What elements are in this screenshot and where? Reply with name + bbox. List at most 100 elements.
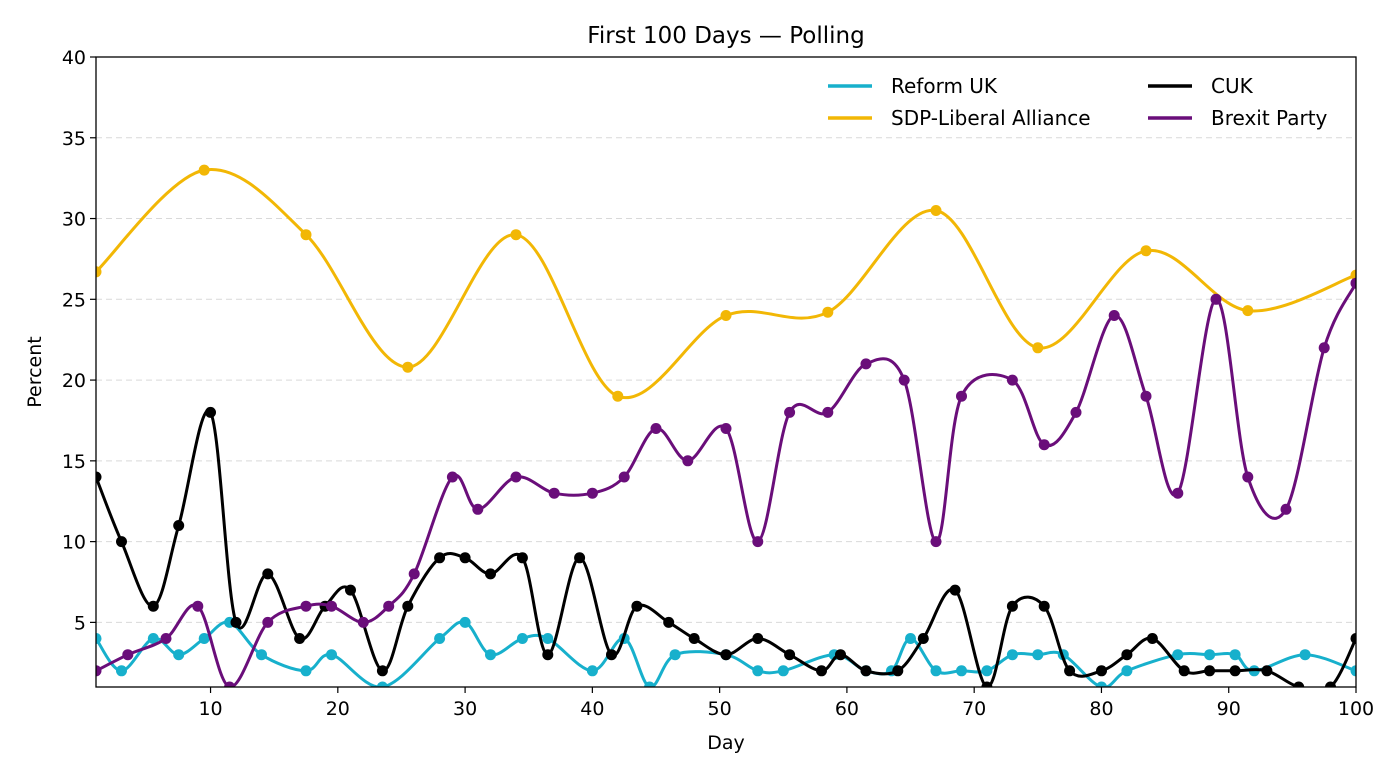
x-tick-label-30: 30 xyxy=(453,698,477,720)
data-point-reform-uk-38 xyxy=(1299,649,1311,661)
grid-lines xyxy=(96,137,1356,623)
data-point-cuk-4 xyxy=(205,406,216,418)
data-point-brexit-party-5 xyxy=(262,616,274,628)
data-point-reform-uk-15 xyxy=(586,665,598,677)
data-point-sdp-liberal-alliance-8 xyxy=(930,205,942,216)
data-point-reform-uk-6 xyxy=(256,649,267,661)
data-point-cuk-14 xyxy=(485,568,496,580)
data-point-sdp-liberal-alliance-2 xyxy=(300,229,312,241)
data-point-cuk-29 xyxy=(917,633,929,644)
data-point-cuk-44 xyxy=(1350,633,1356,644)
data-point-reform-uk-8 xyxy=(326,649,337,661)
data-point-cuk-39 xyxy=(1204,665,1216,677)
data-point-brexit-party-9 xyxy=(383,600,395,612)
data-point-cuk-26 xyxy=(835,649,846,661)
data-point-cuk-15 xyxy=(516,552,528,564)
data-point-reform-uk-39 xyxy=(1350,665,1356,677)
data-point-reform-uk-4 xyxy=(198,633,210,644)
data-point-brexit-party-34 xyxy=(1242,471,1254,483)
data-point-sdp-liberal-alliance-0 xyxy=(96,266,102,278)
data-point-brexit-party-28 xyxy=(1038,439,1050,451)
data-point-brexit-party-10 xyxy=(408,568,420,580)
data-point-cuk-36 xyxy=(1121,649,1133,661)
data-point-brexit-party-25 xyxy=(930,536,942,548)
y-tick-label-40: 40 xyxy=(62,47,86,69)
data-point-brexit-party-37 xyxy=(1350,277,1356,289)
data-point-cuk-9 xyxy=(345,584,356,596)
data-point-brexit-party-31 xyxy=(1140,390,1152,402)
data-point-reform-uk-18 xyxy=(669,649,681,661)
x-tick-label-10: 10 xyxy=(198,698,222,720)
data-point-reform-uk-33 xyxy=(1121,665,1133,677)
data-point-reform-uk-0 xyxy=(96,633,102,644)
data-point-brexit-party-12 xyxy=(472,503,484,515)
data-point-cuk-3 xyxy=(173,520,185,531)
data-point-reform-uk-7 xyxy=(300,665,312,677)
data-point-reform-uk-20 xyxy=(752,665,764,677)
data-point-cuk-28 xyxy=(892,665,904,677)
data-point-cuk-41 xyxy=(1261,665,1273,677)
legend-item-reform-uk: Reform UK xyxy=(828,74,998,98)
data-point-brexit-party-21 xyxy=(784,406,796,418)
data-point-reform-uk-26 xyxy=(930,665,942,677)
data-point-brexit-party-11 xyxy=(446,471,458,483)
data-point-brexit-party-18 xyxy=(682,455,694,467)
data-point-sdp-liberal-alliance-10 xyxy=(1140,245,1152,257)
data-point-cuk-17 xyxy=(574,552,586,564)
legend: Reform UK SDP-Liberal Alliance CUK Brexit P… xyxy=(828,74,1328,130)
x-tick-label-40: 40 xyxy=(580,698,604,720)
data-point-cuk-27 xyxy=(860,665,872,677)
x-tick-label-100: 100 xyxy=(1338,698,1374,720)
data-point-brexit-party-19 xyxy=(720,423,732,434)
y-tick-label-15: 15 xyxy=(62,451,86,473)
data-point-cuk-43 xyxy=(1325,681,1336,687)
data-point-cuk-25 xyxy=(816,665,827,677)
legend-item-sdp-liberal-alliance: SDP-Liberal Alliance xyxy=(828,106,1091,130)
data-point-cuk-21 xyxy=(688,633,700,644)
data-point-sdp-liberal-alliance-7 xyxy=(822,306,834,318)
data-point-cuk-22 xyxy=(720,649,732,661)
x-tick-label-20: 20 xyxy=(326,698,350,720)
data-point-cuk-30 xyxy=(949,584,961,596)
y-tick-label-35: 35 xyxy=(62,128,86,150)
data-point-reform-uk-21 xyxy=(777,665,789,677)
data-point-brexit-party-26 xyxy=(956,390,967,402)
data-point-brexit-party-7 xyxy=(326,600,337,612)
data-point-reform-uk-30 xyxy=(1032,649,1044,661)
data-point-reform-uk-10 xyxy=(434,633,446,644)
data-point-reform-uk-36 xyxy=(1229,649,1241,661)
data-point-cuk-16 xyxy=(542,649,554,661)
data-point-reform-uk-3 xyxy=(173,649,185,661)
data-point-cuk-2 xyxy=(147,600,159,612)
series-cuk xyxy=(96,406,1356,687)
data-point-cuk-0 xyxy=(96,471,102,483)
x-tick-label-90: 90 xyxy=(1217,698,1241,720)
plot-frame xyxy=(95,56,1357,688)
data-point-cuk-23 xyxy=(752,633,764,644)
data-point-brexit-party-13 xyxy=(510,471,522,483)
data-point-brexit-party-36 xyxy=(1318,342,1330,354)
data-point-cuk-6 xyxy=(262,568,274,580)
data-point-sdp-liberal-alliance-12 xyxy=(1350,269,1356,281)
legend-item-brexit-party: Brexit Party xyxy=(1148,106,1328,130)
data-point-brexit-party-23 xyxy=(860,358,872,370)
x-tick-label-50: 50 xyxy=(708,698,732,720)
data-point-reform-uk-29 xyxy=(1006,649,1018,661)
data-point-brexit-party-29 xyxy=(1070,406,1082,418)
data-point-reform-uk-32 xyxy=(1096,681,1107,687)
series-sdp-liberal-alliance xyxy=(96,164,1356,402)
data-point-cuk-20 xyxy=(663,616,675,628)
data-point-cuk-18 xyxy=(606,649,617,661)
data-point-brexit-party-8 xyxy=(357,616,369,628)
data-point-sdp-liberal-alliance-3 xyxy=(402,361,414,373)
data-point-cuk-5 xyxy=(230,616,242,628)
data-point-brexit-party-24 xyxy=(898,374,910,386)
data-point-brexit-party-1 xyxy=(122,649,134,661)
data-point-brexit-party-27 xyxy=(1006,374,1018,386)
data-point-reform-uk-34 xyxy=(1172,649,1184,661)
x-tick-label-60: 60 xyxy=(835,698,859,720)
legend-label-brexit-party: Brexit Party xyxy=(1211,106,1328,130)
data-point-reform-uk-9 xyxy=(376,681,388,687)
y-tick-label-25: 25 xyxy=(62,289,86,311)
